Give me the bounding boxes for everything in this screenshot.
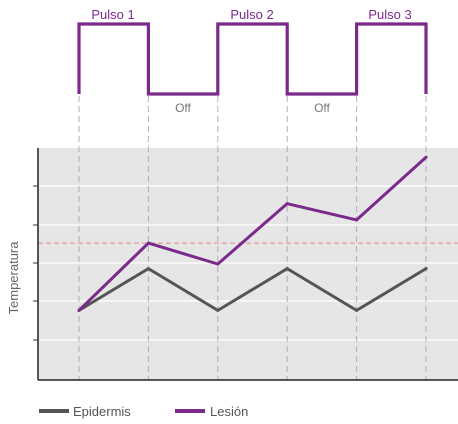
labels: Pulso 1 Pulso 2 Pulso 3 Off Off Temperat… <box>6 7 412 314</box>
series-point-lesion-5 <box>355 218 359 222</box>
plot-background <box>38 148 458 380</box>
series-point-epidermis-5 <box>355 308 359 312</box>
legend: Epidermis Lesión <box>39 404 248 419</box>
plot-area <box>38 148 458 380</box>
series-point-epidermis-2 <box>146 267 150 271</box>
series-point-lesion-4 <box>285 202 289 206</box>
pulse-label-3: Pulso 3 <box>368 7 411 22</box>
axes <box>33 148 458 381</box>
series-point-lesion-3 <box>216 262 220 266</box>
legend-swatch-epidermis <box>39 409 69 413</box>
pulse-guides <box>78 96 427 380</box>
series-point-lesion-2 <box>146 241 150 245</box>
pulse-train <box>77 22 428 96</box>
series-line-epidermis <box>77 267 428 312</box>
off-label-2: Off <box>314 101 330 115</box>
series-point-epidermis-6 <box>424 267 428 271</box>
series-point-lesion-1 <box>77 308 81 312</box>
off-label-1: Off <box>175 101 191 115</box>
pulse-square-wave <box>77 22 428 96</box>
legend-label-epidermis: Epidermis <box>73 404 131 419</box>
grid <box>38 185 458 341</box>
series <box>77 155 428 312</box>
pulse-label-2: Pulso 2 <box>230 7 273 22</box>
series-point-epidermis-4 <box>285 267 289 271</box>
pulse-label-1: Pulso 1 <box>91 7 134 22</box>
series-point-epidermis-3 <box>216 308 220 312</box>
series-line-lesion <box>77 155 428 312</box>
legend-swatch-lesion <box>175 409 205 413</box>
legend-label-lesion: Lesión <box>210 404 248 419</box>
series-point-lesion-6 <box>424 155 428 159</box>
y-axis-label: Temperatura <box>6 241 21 315</box>
